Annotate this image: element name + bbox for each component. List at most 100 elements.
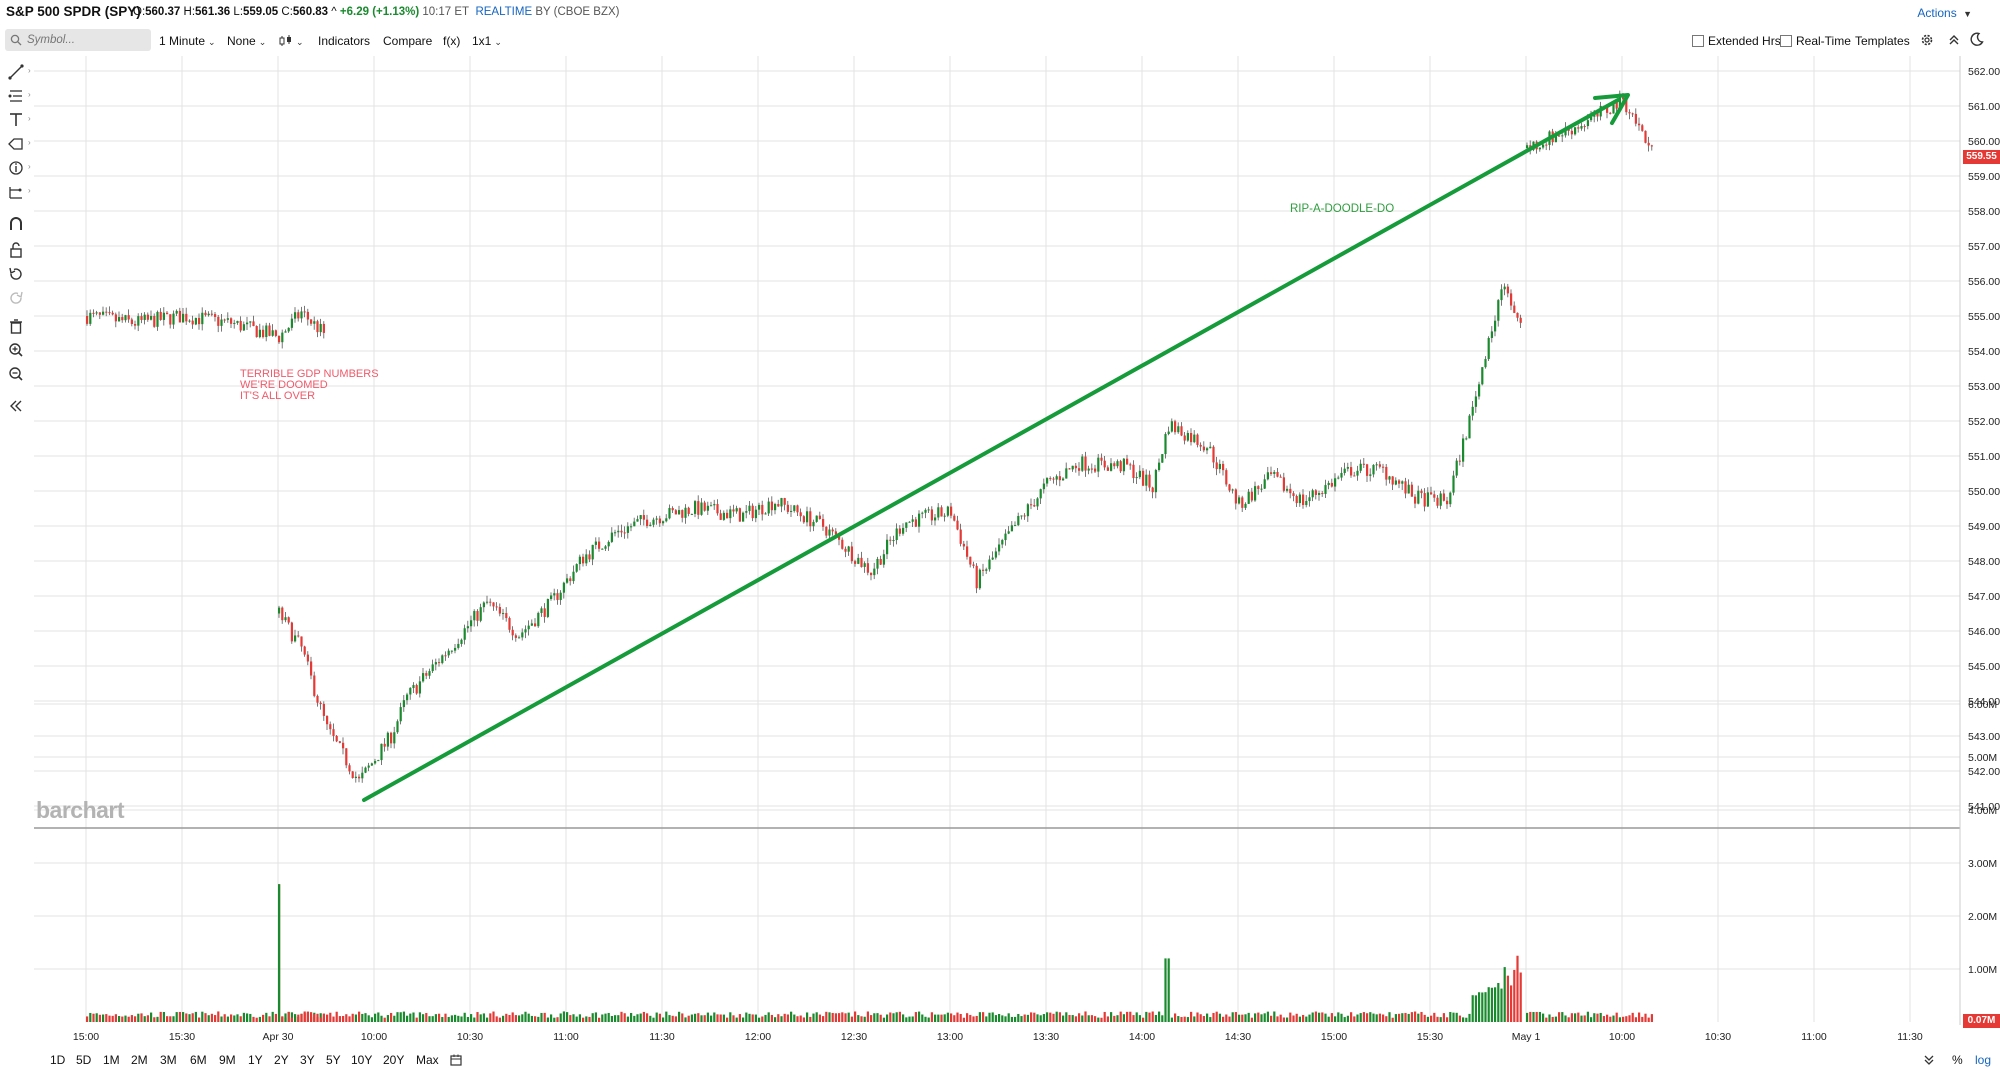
candle-body: [239, 320, 242, 331]
candle-body: [1289, 488, 1292, 494]
shape-tool-icon[interactable]: [6, 134, 26, 154]
measure-tool-icon[interactable]: [6, 182, 26, 202]
percent-scale-button[interactable]: %: [1952, 1053, 1963, 1067]
period-6m[interactable]: 6M: [190, 1053, 207, 1067]
overlay-select[interactable]: None ⌄: [227, 34, 266, 48]
zoom-in-icon[interactable]: [6, 340, 26, 360]
candle-body: [1033, 505, 1036, 507]
candle-body: [1554, 135, 1557, 143]
candle-body: [774, 504, 777, 511]
dark-mode-moon-icon[interactable]: [1970, 32, 1984, 46]
volume-bar: [674, 1016, 677, 1022]
gdp-annotation[interactable]: TERRIBLE GDP NUMBERS WE'RE DOOMED IT'S A…: [240, 369, 379, 402]
lock-icon[interactable]: [6, 240, 26, 260]
period-3y[interactable]: 3Y: [300, 1053, 315, 1067]
trend-arrow[interactable]: [362, 93, 1630, 802]
volume-bar: [825, 1011, 828, 1022]
undo-icon[interactable]: [6, 264, 26, 284]
info-tool-icon[interactable]: [6, 158, 26, 178]
volume-bar: [809, 1016, 812, 1022]
period-1m[interactable]: 1M: [103, 1053, 120, 1067]
rip-annotation[interactable]: RIP-A-DOODLE-DO: [1290, 203, 1395, 215]
drawing-toolbar: › › › › › ›: [0, 58, 34, 1068]
period-5y[interactable]: 5Y: [326, 1053, 341, 1067]
volume-bar: [1212, 1012, 1215, 1022]
candle-body: [876, 558, 879, 569]
text-tool-icon[interactable]: [6, 110, 26, 130]
line-tool-icon[interactable]: [6, 62, 26, 82]
real-time-checkbox[interactable]: Real-Time: [1780, 34, 1851, 48]
candle-body: [742, 512, 745, 522]
candle-body: [690, 513, 693, 515]
actions-menu[interactable]: Actions ▼: [1917, 6, 1972, 20]
log-scale-button[interactable]: log: [1975, 1053, 1992, 1067]
search-input[interactable]: [27, 32, 145, 48]
magnet-icon[interactable]: [6, 214, 26, 234]
candle-body: [1183, 435, 1186, 441]
period-1y[interactable]: 1Y: [248, 1053, 263, 1067]
calendar-icon[interactable]: [450, 1054, 462, 1066]
volume-bar: [230, 1014, 233, 1022]
zoom-out-icon[interactable]: [6, 364, 26, 384]
volume-bar: [1254, 1013, 1257, 1022]
redo-icon[interactable]: [6, 288, 26, 308]
settings-gear-icon[interactable]: [1920, 33, 1934, 47]
period-5d[interactable]: 5D: [76, 1053, 92, 1067]
candle-body: [1324, 485, 1327, 494]
candle-body: [156, 311, 159, 327]
candle-body: [1442, 493, 1445, 501]
volume-bar: [639, 1013, 642, 1022]
volume-bar: [1023, 1014, 1026, 1022]
time-axis[interactable]: 15:00 15:30 Apr 30 10:00 10:30 11:00 11:30 12:0…: [73, 1031, 1923, 1043]
scroll-down-icon[interactable]: [1923, 1054, 1935, 1066]
trash-icon[interactable]: [6, 316, 26, 336]
indicators-button[interactable]: Indicators: [318, 34, 371, 48]
period-max[interactable]: Max: [416, 1053, 439, 1067]
candle-body: [988, 559, 991, 570]
volume-bar: [780, 1016, 783, 1022]
candle-body: [694, 501, 697, 514]
candle-body: [620, 530, 623, 533]
candle-body: [1644, 130, 1647, 143]
candle-body: [902, 527, 905, 534]
expand-up-icon[interactable]: [1948, 33, 1960, 47]
symbol-search[interactable]: [5, 29, 151, 51]
candle-body: [978, 569, 981, 589]
period-9m[interactable]: 9M: [219, 1053, 236, 1067]
volume-bar: [889, 1012, 892, 1022]
layout-select[interactable]: 1x1 ⌄: [472, 34, 502, 48]
interval-select[interactable]: 1 Minute ⌄: [159, 34, 216, 48]
function-button[interactable]: f(x): [443, 34, 461, 48]
volume-bar: [729, 1012, 732, 1022]
volume-bar: [1487, 987, 1490, 1022]
volume-bar: [905, 1017, 908, 1022]
candle-body: [1490, 331, 1493, 338]
period-1d[interactable]: 1D: [50, 1053, 66, 1067]
period-2y[interactable]: 2Y: [274, 1053, 289, 1067]
trend-arrow-line[interactable]: [362, 98, 1620, 802]
period-10y[interactable]: 10Y: [351, 1053, 373, 1067]
chart-type-select[interactable]: ⌄: [279, 34, 304, 48]
extended-hours-checkbox[interactable]: Extended Hrs: [1692, 34, 1781, 48]
volume-bar: [918, 1011, 921, 1022]
volume-bar: [1609, 1016, 1612, 1022]
period-20y[interactable]: 20Y: [383, 1053, 405, 1067]
price-axis[interactable]: 562.00 561.00 560.00 559.00 558.00 557.00 556.…: [1968, 66, 2000, 813]
templates-button[interactable]: Templates: [1855, 34, 1910, 48]
volume-bar: [1190, 1011, 1193, 1022]
period-2m[interactable]: 2M: [131, 1053, 148, 1067]
collapse-toolbar-icon[interactable]: [6, 396, 26, 416]
candle-body: [921, 512, 924, 514]
candle-body: [290, 318, 293, 328]
candle-body: [761, 504, 764, 515]
chevron-right-icon: ›: [28, 114, 31, 123]
volume-bar: [150, 1012, 153, 1022]
volume-bar: [364, 1013, 367, 1022]
volume-axis[interactable]: 6.00M 5.00M 4.00M 3.00M 2.00M 1.00M: [1968, 699, 1997, 976]
compare-button[interactable]: Compare: [383, 34, 433, 48]
fib-tool-icon[interactable]: [6, 86, 26, 106]
volume-bar: [354, 1014, 357, 1022]
period-3m[interactable]: 3M: [160, 1053, 177, 1067]
candle-body: [1174, 421, 1177, 433]
